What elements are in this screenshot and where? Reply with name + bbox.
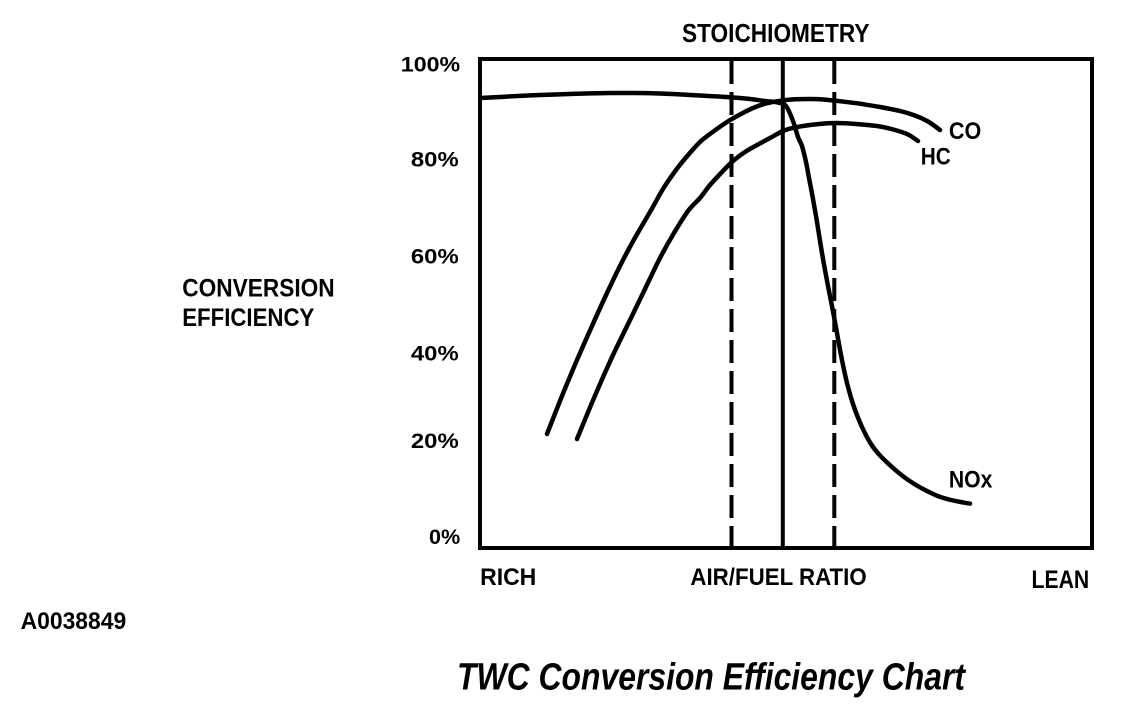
svg-text:0%: 0% (429, 525, 460, 549)
svg-text:CONVERSION: CONVERSION (182, 274, 335, 302)
svg-text:EFFICIENCY: EFFICIENCY (182, 304, 314, 332)
svg-text:HC: HC (921, 144, 951, 171)
svg-text:20%: 20% (411, 429, 459, 453)
svg-text:LEAN: LEAN (1032, 566, 1090, 594)
svg-text:60%: 60% (411, 244, 459, 268)
svg-text:STOICHIOMETRY: STOICHIOMETRY (682, 18, 870, 48)
svg-text:80%: 80% (411, 147, 459, 171)
svg-text:RICH: RICH (480, 564, 536, 591)
svg-text:CO: CO (949, 118, 981, 145)
svg-text:100%: 100% (401, 52, 460, 76)
svg-text:NOx: NOx (949, 466, 993, 493)
svg-text:40%: 40% (411, 342, 459, 366)
svg-text:AIR/FUEL RATIO: AIR/FUEL RATIO (690, 564, 866, 591)
svg-text:A0038849: A0038849 (21, 608, 127, 635)
svg-text:TWC Conversion Efficiency Char: TWC Conversion Efficiency Chart (457, 656, 966, 698)
